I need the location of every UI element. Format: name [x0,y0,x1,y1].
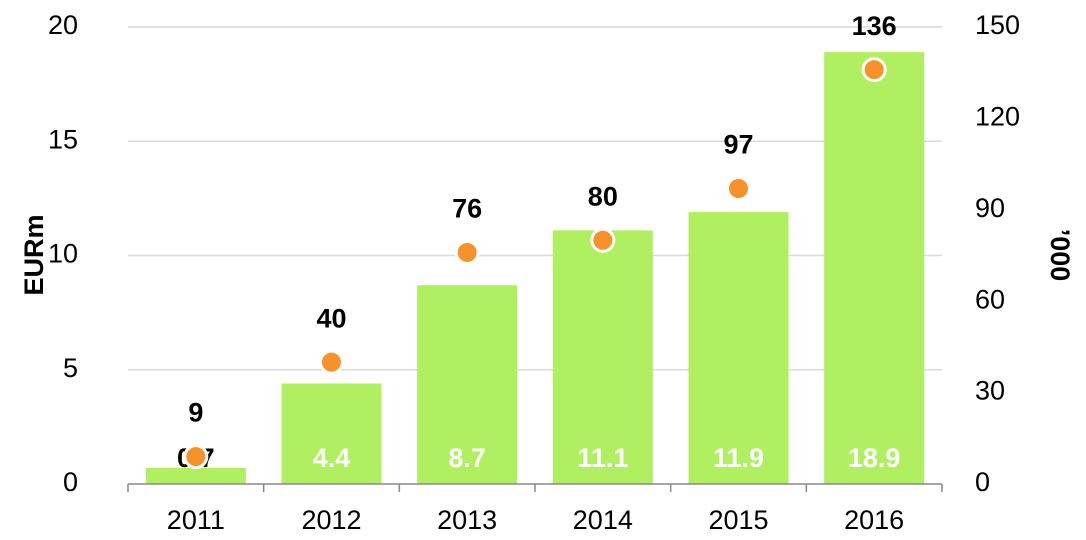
bar [145,468,246,484]
y2-tick-label: 150 [975,10,1020,40]
x-tick-label: 2015 [708,505,768,535]
dot-value-label: 40 [316,303,346,333]
y2-tick-label: 90 [975,193,1005,223]
y-tick-label: 15 [48,124,78,154]
bar [824,52,925,484]
bar [281,383,382,484]
x-tick-label: 2013 [437,505,497,535]
bar-value-label: 4.4 [313,443,351,473]
y-tick-label: 0 [63,467,78,497]
bar [552,230,653,484]
bar [417,285,518,484]
x-tick-label: 2014 [573,505,633,535]
dot-value-label: 9 [188,398,203,428]
dot [319,349,344,375]
y2-tick-label: 0 [975,467,990,497]
dot [183,444,209,470]
bar-value-label: 18.9 [848,443,901,473]
y-tick-label: 10 [48,239,78,269]
x-tick-label: 2016 [844,505,904,535]
x-tick-label: 2011 [167,505,225,535]
y-tick-label: 20 [48,10,78,40]
y-tick-label: 5 [63,353,78,383]
dot-value-label: 97 [723,130,753,160]
bar [688,212,789,484]
dot [454,239,480,265]
y2-tick-label: 120 [975,102,1020,132]
bar-value-label: 11.1 [577,443,628,473]
dot-value-label: 136 [852,11,897,41]
dot [726,175,751,201]
y2-tick-label: 60 [975,284,1005,314]
y2-axis-label: ’000 [1045,229,1075,282]
y-axis-label: EURm [19,214,49,295]
dot [590,227,616,253]
bar-value-label: 11.9 [713,443,764,473]
dot [861,57,887,83]
bar-value-label: 8.7 [448,443,486,473]
dot-value-label: 80 [588,181,618,211]
dot-value-label: 76 [452,194,482,224]
y2-tick-label: 30 [975,376,1005,406]
x-tick-label: 2012 [301,505,361,535]
